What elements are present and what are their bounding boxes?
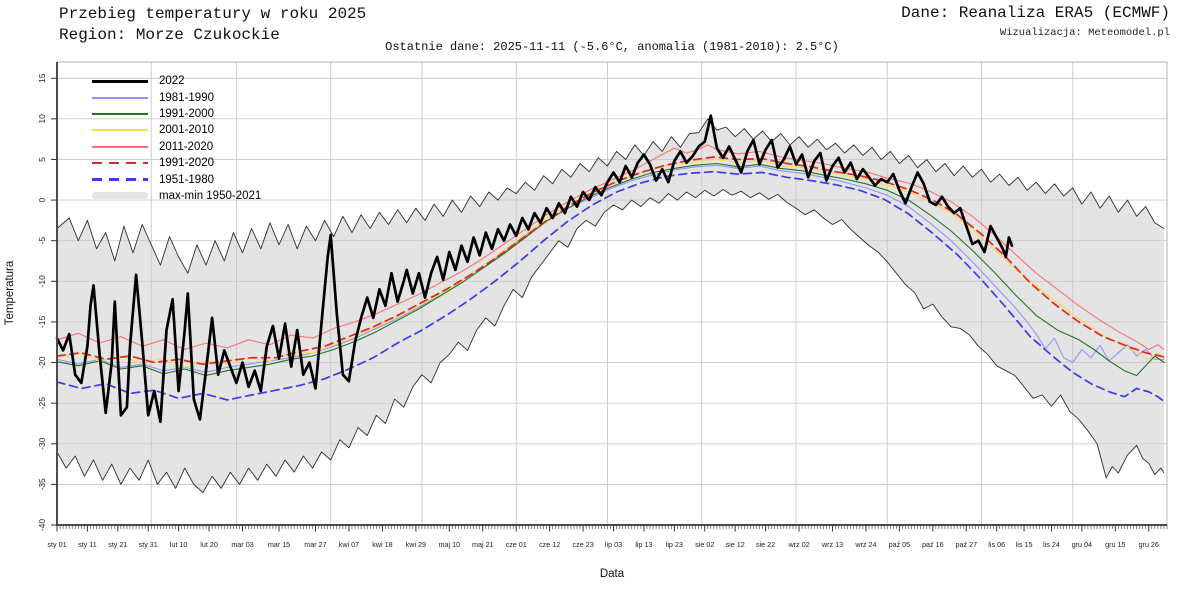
x-tick-label: lis 24	[1043, 540, 1060, 549]
legend-label: 1991-2020	[159, 157, 214, 170]
minmax-upper-edge	[56, 118, 1165, 274]
x-tick-label: lip 03	[605, 540, 622, 549]
y-tick-label: 0	[37, 197, 47, 202]
x-tick-label: mar 03	[231, 540, 253, 549]
y-tick-label: -30	[37, 437, 47, 450]
x-tick-label: mar 27	[304, 540, 326, 549]
legend-item: 1981-1990	[92, 89, 261, 105]
x-tick-label: sie 02	[695, 540, 714, 549]
legend-item: 2022	[92, 73, 261, 89]
title-line-2: Region: Morze Czukockie	[59, 26, 280, 44]
x-tick-label: sty 11	[78, 540, 97, 549]
legend-item: 1991-2020	[92, 155, 261, 171]
legend-label: 2001-2010	[159, 124, 214, 137]
series-1981-1990	[56, 164, 1165, 373]
x-tick-label: gru 04	[1072, 540, 1092, 549]
legend-band-swatch	[92, 192, 148, 200]
legend-label: 1951-1980	[159, 173, 214, 186]
x-tick-label: lip 23	[666, 540, 683, 549]
x-tick-label: sty 31	[139, 540, 158, 549]
x-tick-label: kwi 29	[406, 540, 426, 549]
legend-label: 2011-2020	[159, 140, 214, 153]
legend-line-swatch	[92, 79, 148, 83]
visualization-credit: Wizualizacja: Meteomodel.pl	[999, 27, 1170, 39]
x-tick-label: wrz 13	[821, 540, 843, 549]
series-1991-2020	[56, 156, 1165, 366]
y-tick-label: -5	[37, 237, 47, 245]
series-1991-2000	[56, 162, 1165, 377]
x-tick-label: gru 26	[1139, 540, 1159, 549]
x-tick-label: lis 06	[988, 540, 1005, 549]
legend-item: 2011-2020	[92, 139, 261, 155]
legend-item: max-min 1950-2021	[92, 188, 261, 204]
data-source-label: Dane: Reanaliza ERA5 (ECMWF)	[901, 4, 1170, 22]
x-tick-label: sie 12	[726, 540, 745, 549]
x-tick-label: gru 15	[1105, 540, 1125, 549]
legend: 2022 1981-1990 1991-2000 2001-2010 2011-2020…	[92, 73, 261, 204]
minmax-lower-edge	[56, 189, 1165, 493]
legend-line-swatch	[92, 161, 148, 165]
y-tick-label: -15	[37, 316, 47, 329]
legend-item: 1951-1980	[92, 171, 261, 187]
legend-item: 2001-2010	[92, 122, 261, 138]
x-tick-label: maj 21	[472, 540, 494, 549]
legend-label: 1991-2000	[159, 107, 214, 120]
title-line-1: Przebieg temperatury w roku 2025	[59, 5, 367, 23]
x-tick-label: paź 05	[889, 540, 911, 549]
y-tick-label: -20	[37, 356, 47, 369]
y-tick-label: 15	[37, 73, 47, 83]
legend-line-swatch	[92, 129, 148, 132]
legend-label: max-min 1950-2021	[159, 189, 262, 202]
x-tick-label: mar 15	[268, 540, 290, 549]
y-tick-label: 10	[37, 114, 47, 124]
x-tick-label: paź 16	[922, 540, 944, 549]
chart-source-block: Dane: Reanaliza ERA5 (ECMWF) Wizualizacj…	[901, 4, 1170, 39]
y-axis-title: Temperatura	[4, 260, 16, 326]
x-tick-label: kwi 07	[339, 540, 359, 549]
legend-line-swatch	[92, 178, 148, 181]
legend-label: 2022	[159, 75, 185, 88]
legend-label: 1981-1990	[159, 91, 214, 104]
x-tick-label: lip 13	[635, 540, 652, 549]
x-tick-label: kwi 18	[372, 540, 392, 549]
y-tick-label: -10	[37, 275, 47, 288]
x-tick-label: sty 01	[47, 540, 66, 549]
x-tick-label: cze 01	[506, 540, 527, 549]
x-tick-label: cze 23	[573, 540, 594, 549]
y-tick-label: 5	[37, 157, 47, 162]
legend-line-swatch	[92, 112, 148, 115]
legend-item: 1991-2000	[92, 106, 261, 122]
x-tick-label: lut 20	[200, 540, 218, 549]
x-tick-label: lut 10	[170, 540, 188, 549]
x-axis-title: Data	[599, 568, 625, 580]
series-1951-1980	[56, 170, 1165, 403]
y-tick-label: -40	[37, 519, 47, 532]
series-2022	[55, 114, 1014, 424]
last-data-subtitle: Ostatnie dane: 2025-11-11 (-5.6°C, anoma…	[385, 40, 839, 54]
x-tick-label: sty 21	[108, 540, 127, 549]
legend-line-swatch	[92, 145, 148, 148]
x-tick-label: paź 27	[955, 540, 977, 549]
chart-title: Przebieg temperatury w roku 2025 Region: …	[59, 4, 366, 46]
y-tick-label: -25	[37, 397, 47, 410]
legend-line-swatch	[92, 96, 148, 99]
x-tick-label: maj 10	[439, 540, 461, 549]
x-tick-label: lis 15	[1016, 540, 1033, 549]
x-tick-label: sie 22	[756, 540, 775, 549]
x-tick-label: cze 12	[539, 540, 560, 549]
x-tick-label: wrz 02	[787, 540, 809, 549]
y-tick-label: -35	[37, 478, 47, 491]
x-tick-label: wrz 24	[854, 540, 876, 549]
